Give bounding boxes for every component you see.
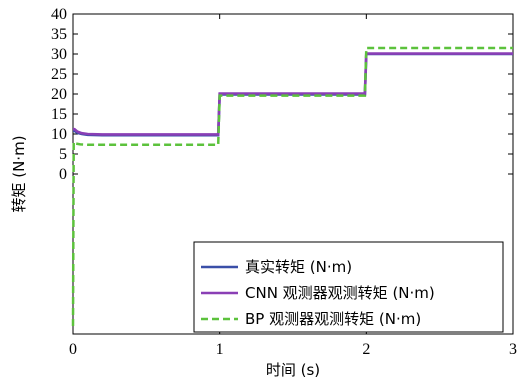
x-tick-label: 0 xyxy=(69,341,77,358)
x-axis-label: 时间 (s) xyxy=(266,361,320,379)
legend: 真实转矩 (N·m) CNN 观测器观测转矩 (N·m) BP 观测器观测转矩 (N… xyxy=(193,241,504,333)
x-tick-label: 1 xyxy=(216,341,224,358)
axis-ticks: 0 5 10 15 20 25 30 35 40 0 1 2 3 xyxy=(51,6,517,358)
y-tick-label: 30 xyxy=(51,46,67,63)
legend-label-0: 真实转矩 (N·m) xyxy=(245,258,352,276)
y-tick-label: 35 xyxy=(51,26,67,43)
legend-box xyxy=(193,241,504,333)
y-tick-label: 15 xyxy=(51,106,67,123)
legend-label-1: CNN 观测器观测转矩 (N·m) xyxy=(245,284,435,302)
x-tick-label: 2 xyxy=(362,341,370,358)
y-axis-label: 转矩 (N·m) xyxy=(10,135,28,212)
y-tick-label: 5 xyxy=(59,146,67,163)
series-lines xyxy=(71,46,513,327)
x-tick-label: 3 xyxy=(509,341,517,358)
legend-label-2: BP 观测器观测转矩 (N·m) xyxy=(245,310,421,328)
y-tick-label: 20 xyxy=(51,86,67,103)
y-tick-label: 40 xyxy=(51,6,67,23)
y-tick-label: 0 xyxy=(59,166,67,183)
y-tick-label: 25 xyxy=(51,66,67,83)
y-tick-label: 10 xyxy=(51,126,67,143)
